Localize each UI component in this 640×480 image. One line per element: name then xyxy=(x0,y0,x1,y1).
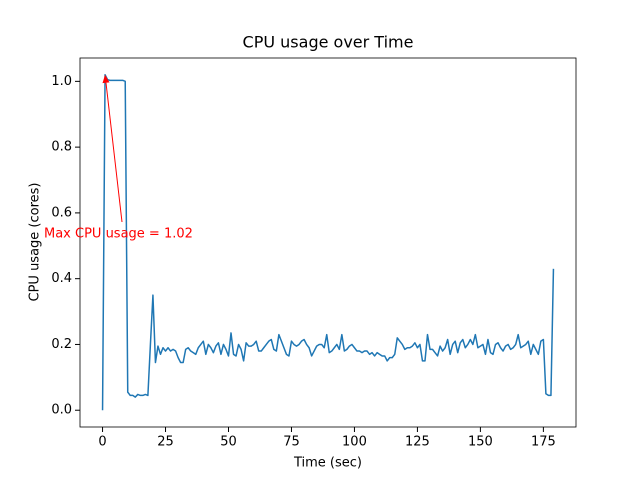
x-tick-label: 75 xyxy=(283,435,300,450)
y-tick-label: 0.0 xyxy=(51,403,72,418)
plot-frame xyxy=(79,57,577,428)
y-tick-label: 0.6 xyxy=(51,205,72,220)
y-axis-label: CPU usage (cores) xyxy=(28,183,43,302)
x-tick-label: 50 xyxy=(220,435,237,450)
x-tick-label: 175 xyxy=(531,435,556,450)
annotation-arrow xyxy=(105,82,123,223)
x-tick-label: 150 xyxy=(468,435,493,450)
x-tick-label: 125 xyxy=(405,435,430,450)
x-tick-label: 100 xyxy=(342,435,367,450)
y-tick-label: 0.8 xyxy=(51,140,72,155)
x-axis-label: Time (sec) xyxy=(293,456,362,471)
x-tick-label: 25 xyxy=(157,435,174,450)
y-tick-label: 0.4 xyxy=(51,271,72,286)
annotation-arrowhead xyxy=(102,74,110,84)
data-line xyxy=(101,74,555,411)
chart-title: CPU usage over Time xyxy=(243,33,414,52)
annotation-text: Max CPU usage = 1.02 xyxy=(44,227,193,242)
y-tick-label: 0.2 xyxy=(51,337,72,352)
y-tick-label: 1.0 xyxy=(51,74,72,89)
x-tick-label: 0 xyxy=(98,435,106,450)
